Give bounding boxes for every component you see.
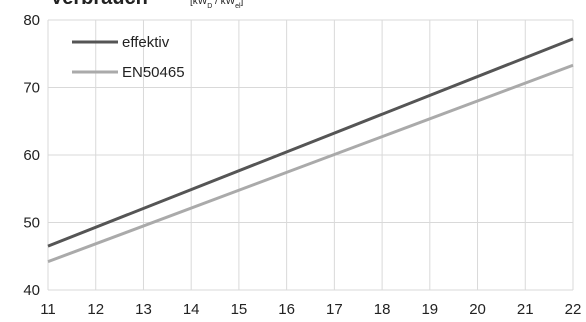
unit-part: D <box>207 3 212 10</box>
x-tick-label: 16 <box>278 301 295 318</box>
y-tick-label: 70 <box>23 80 40 97</box>
x-tick-label: 13 <box>135 301 152 318</box>
data-line <box>47 37 574 248</box>
unit-part: ] <box>241 0 244 7</box>
x-tick-label: 19 <box>421 301 438 318</box>
unit-part: el <box>235 3 241 10</box>
y-tick-label: 40 <box>23 282 40 299</box>
y-tick-label: 60 <box>23 147 40 164</box>
x-tick-label: 17 <box>326 301 343 318</box>
unit-part: / kW <box>212 0 235 7</box>
x-tick-label: 14 <box>183 301 200 318</box>
x-tick-label: 22 <box>565 301 582 318</box>
data-line <box>47 63 574 264</box>
legend-label: effektiv <box>122 34 170 51</box>
x-tick-label: 15 <box>231 301 248 318</box>
x-tick-label: 18 <box>374 301 391 318</box>
x-tick-label: 21 <box>517 301 534 318</box>
y-tick-label: 50 <box>23 215 40 232</box>
chart-title: Verbrauch <box>50 0 148 9</box>
x-tick-label: 20 <box>469 301 486 318</box>
legend-label: EN50465 <box>122 64 185 81</box>
x-tick-label: 12 <box>87 301 104 318</box>
unit-part: [kW <box>190 0 208 7</box>
y-tick-label: 80 <box>23 12 40 29</box>
unit-label: [kWD / kWel] <box>190 0 244 10</box>
x-tick-label: 11 <box>40 301 56 318</box>
